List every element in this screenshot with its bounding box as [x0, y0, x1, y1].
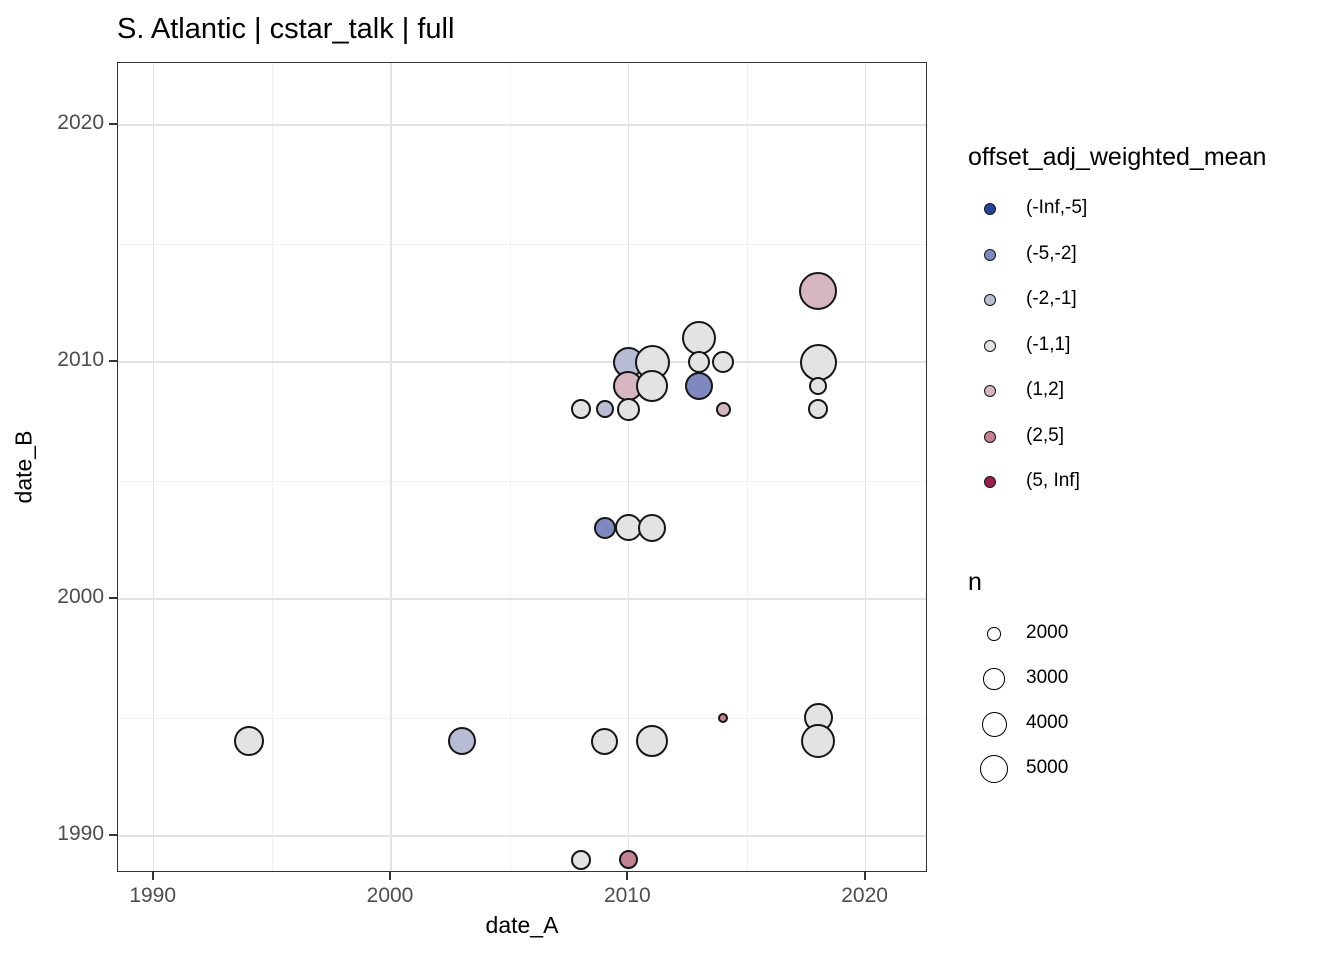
gridline-major-x — [152, 63, 155, 871]
gridline-major-y — [118, 124, 926, 126]
data-point — [618, 850, 638, 870]
y-tick-label: 1990 — [57, 822, 104, 845]
data-point — [809, 376, 828, 395]
y-tick-mark — [109, 834, 117, 836]
x-tick-label: 2000 — [366, 884, 414, 907]
x-tick-label: 2020 — [841, 884, 888, 907]
color-legend-key — [984, 294, 996, 306]
data-point — [593, 516, 616, 539]
color-legend-label: (1,2] — [1026, 379, 1065, 400]
color-legend-label: (-1,1] — [1026, 333, 1071, 355]
data-point — [685, 371, 714, 400]
data-point — [591, 727, 619, 755]
data-point — [808, 399, 829, 420]
size-legend-key — [981, 711, 1007, 737]
data-point — [715, 401, 731, 417]
gridline-major-x — [864, 63, 867, 871]
y-tick-mark — [109, 123, 117, 125]
data-point — [448, 727, 477, 756]
color-legend-label: (-5,-2] — [1026, 242, 1077, 264]
y-tick-label: 2020 — [57, 111, 104, 134]
color-legend-key — [984, 385, 996, 397]
gridline-minor-x — [509, 63, 511, 871]
color-legend-title: offset_adj_weighted_mean — [968, 143, 1267, 171]
data-point — [712, 351, 735, 373]
gridline-minor-y — [118, 243, 926, 245]
x-tick-mark — [626, 872, 629, 880]
data-point — [233, 726, 264, 757]
data-point — [616, 397, 640, 421]
size-legend-key — [983, 668, 1005, 690]
color-legend-label: (5, Inf] — [1026, 470, 1080, 491]
x-tick-mark — [389, 872, 391, 880]
x-tick-mark — [863, 872, 866, 880]
color-legend-key — [984, 203, 996, 215]
x-tick-label: 2010 — [603, 884, 651, 907]
data-point — [799, 343, 837, 381]
gridline-minor-x — [746, 63, 748, 871]
data-point — [688, 351, 711, 373]
gridline-major-y — [118, 835, 926, 837]
size-legend-key — [979, 754, 1009, 784]
color-legend-label: (2,5] — [1026, 424, 1065, 446]
data-point — [801, 724, 836, 759]
size-legend-title: n — [968, 568, 982, 596]
data-point — [636, 369, 669, 402]
data-point — [799, 271, 838, 310]
color-legend-label: (-Inf,-5] — [1026, 197, 1088, 218]
gridline-minor-x — [272, 63, 274, 871]
y-tick-mark — [109, 360, 117, 362]
gridline-minor-y — [118, 480, 926, 482]
plot-panel — [117, 62, 927, 872]
x-tick-mark — [151, 872, 154, 880]
data-point — [636, 725, 669, 758]
size-legend-key — [987, 627, 1001, 641]
data-point — [570, 399, 591, 420]
y-tick-label: 2000 — [57, 585, 104, 608]
color-legend-key — [984, 339, 996, 352]
color-legend-key — [984, 248, 996, 261]
size-legend-label: 4000 — [1026, 712, 1069, 733]
gridline-major-x — [627, 63, 630, 871]
y-axis-title: date_B — [10, 430, 37, 504]
gridline-major-x — [390, 63, 392, 871]
gridline-major-y — [118, 361, 926, 363]
gridline-minor-y — [118, 717, 926, 719]
size-legend-label: 5000 — [1026, 757, 1069, 778]
size-legend-label: 2000 — [1026, 622, 1069, 643]
color-legend-label: (-2,-1] — [1026, 288, 1077, 309]
data-point — [638, 513, 667, 542]
x-tick-label: 1990 — [129, 884, 177, 907]
y-tick-label: 2010 — [57, 348, 104, 371]
color-legend-key — [984, 430, 996, 443]
data-point — [718, 712, 729, 723]
data-point — [595, 400, 614, 419]
y-tick-mark — [109, 597, 117, 599]
gridline-major-y — [118, 598, 926, 600]
x-axis-title: date_A — [485, 912, 559, 938]
data-point — [570, 849, 591, 870]
size-legend-label: 3000 — [1026, 667, 1069, 688]
plot-title: S. Atlantic | cstar_talk | full — [117, 13, 455, 45]
color-legend-key — [984, 476, 996, 488]
